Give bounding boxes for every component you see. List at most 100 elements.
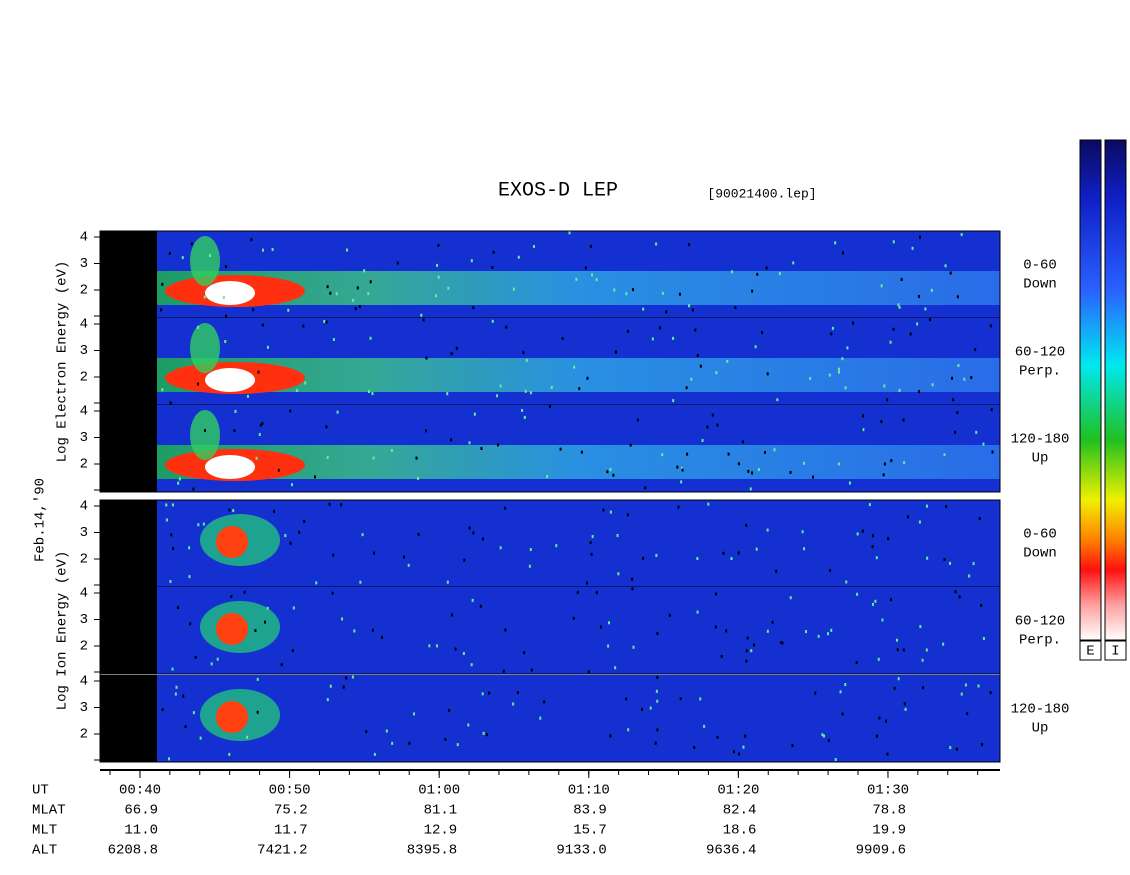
orbit-value: 83.9 — [573, 803, 607, 819]
noise — [167, 757, 170, 761]
noise — [497, 443, 500, 447]
noise — [826, 632, 829, 636]
noise — [448, 708, 451, 712]
orbit-value: 9636.4 — [706, 843, 756, 859]
noise — [602, 508, 605, 512]
noise — [595, 591, 598, 595]
noise — [801, 530, 804, 534]
noise — [303, 520, 306, 524]
noise — [625, 292, 628, 296]
noise — [760, 330, 763, 334]
noise — [413, 712, 416, 716]
noise — [463, 558, 466, 562]
y-tick-label: 3 — [80, 430, 88, 446]
noise — [402, 555, 405, 559]
noise — [655, 689, 658, 693]
noise — [512, 287, 515, 291]
data-gap — [100, 500, 157, 587]
noise — [521, 408, 524, 412]
noise — [949, 271, 952, 275]
noise — [892, 327, 895, 331]
noise — [287, 308, 290, 312]
noise — [435, 644, 438, 648]
noise — [437, 243, 440, 247]
noise — [749, 487, 752, 491]
spectrogram-hot — [205, 368, 255, 392]
orbit-value: 82.4 — [723, 803, 757, 819]
orbit-value: 9133.0 — [556, 843, 606, 859]
noise — [754, 345, 757, 349]
noise — [974, 348, 977, 352]
noise — [902, 418, 905, 422]
noise — [686, 452, 689, 456]
data-gap — [100, 318, 157, 405]
noise — [188, 546, 191, 550]
noise — [885, 719, 888, 723]
noise — [972, 562, 975, 566]
noise — [880, 420, 883, 424]
panel-range: 60-120 — [1015, 614, 1065, 630]
noise — [716, 735, 719, 739]
noise — [255, 456, 258, 460]
color-bar — [1104, 139, 1127, 641]
noise — [841, 251, 844, 255]
noise — [202, 522, 205, 526]
y-tick-label: 4 — [80, 499, 88, 515]
noise — [827, 738, 830, 742]
orbit-value: 19.9 — [872, 823, 906, 839]
noise — [252, 308, 255, 312]
noise — [852, 321, 855, 325]
noise — [369, 280, 372, 284]
noise — [591, 535, 594, 539]
noise — [174, 692, 177, 696]
noise — [844, 386, 847, 390]
noise — [954, 590, 957, 594]
noise — [945, 504, 948, 508]
noise — [897, 303, 900, 307]
noise — [877, 657, 880, 661]
noise — [856, 532, 859, 536]
y-tick-label: 3 — [80, 525, 88, 541]
noise — [561, 337, 564, 341]
noise — [470, 663, 473, 667]
noise — [917, 294, 920, 298]
date-label: Feb.14,'90 — [33, 478, 49, 562]
y-tick-label: 2 — [80, 639, 88, 655]
noise — [831, 326, 834, 330]
noise — [325, 425, 328, 429]
noise — [725, 629, 728, 633]
noise — [874, 599, 877, 603]
time-label: 01:20 — [717, 783, 759, 799]
noise — [390, 448, 393, 452]
noise — [491, 265, 494, 269]
noise — [194, 655, 197, 659]
noise — [918, 520, 921, 524]
noise — [921, 658, 924, 662]
noise — [232, 509, 235, 513]
noise — [672, 336, 675, 340]
noise — [661, 291, 664, 295]
noise — [359, 580, 362, 584]
orbit-row-name: UT — [32, 783, 49, 799]
noise — [883, 462, 886, 466]
noise — [696, 556, 699, 560]
noise — [479, 604, 482, 608]
noise — [837, 370, 840, 374]
y-tick-label: 4 — [80, 586, 88, 602]
noise — [454, 647, 457, 651]
noise — [369, 336, 372, 340]
noise — [277, 468, 280, 472]
noise — [161, 282, 164, 286]
noise — [737, 462, 740, 466]
noise — [472, 306, 475, 310]
noise — [896, 648, 899, 652]
noise — [289, 541, 292, 545]
noise — [256, 710, 259, 714]
noise — [636, 418, 639, 422]
spectrogram-plume — [190, 236, 220, 286]
noise — [199, 736, 202, 740]
noise — [575, 277, 578, 281]
noise — [943, 452, 946, 456]
noise — [889, 598, 892, 602]
orbit-value: 66.9 — [124, 803, 158, 819]
